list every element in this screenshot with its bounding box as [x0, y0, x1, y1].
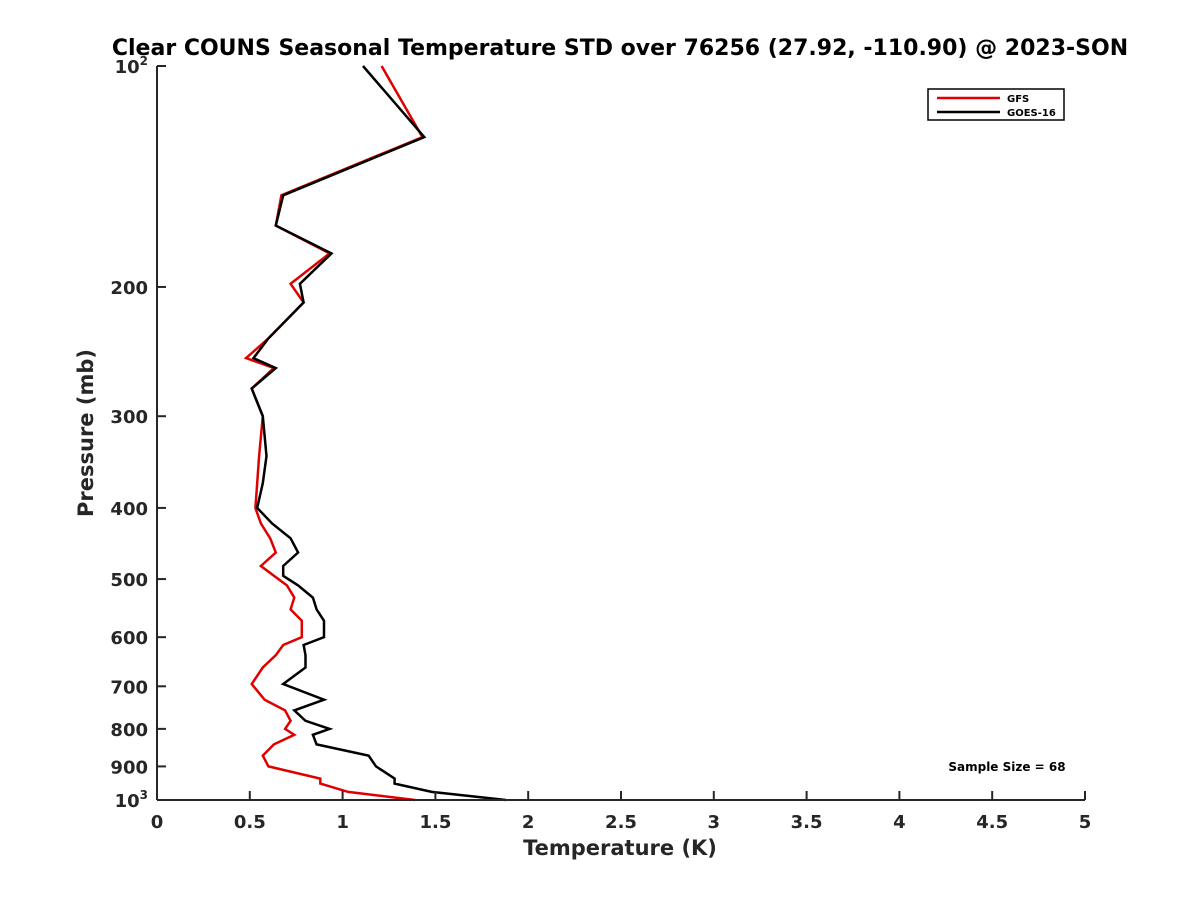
y-tick-label: 900	[110, 757, 148, 778]
x-tick-label: 3.5	[791, 812, 823, 833]
sample-size-annotation: Sample Size = 68	[948, 760, 1065, 774]
x-tick-label: 2.5	[605, 812, 637, 833]
y-tick-label: 102	[115, 54, 148, 78]
x-tick-label: 4	[893, 812, 906, 833]
legend-label: GFS	[1007, 94, 1029, 105]
x-tick-label: 1	[336, 812, 349, 833]
y-tick-label: 200	[110, 278, 148, 299]
y-tick-label: 800	[110, 720, 148, 741]
x-axis-label: Temperature (K)	[523, 836, 717, 860]
x-tick-label: 4.5	[976, 812, 1008, 833]
chart-title: Clear COUNS Seasonal Temperature STD ove…	[112, 36, 1128, 61]
y-tick-label: 103	[115, 788, 148, 812]
y-tick-label: 600	[110, 628, 148, 649]
x-tick-label: 0.5	[234, 812, 266, 833]
y-tick-label: 300	[110, 407, 148, 428]
legend-box	[927, 88, 1065, 121]
x-tick-label: 3	[708, 812, 721, 833]
series-line-goes-16	[250, 65, 507, 802]
x-tick-label: 1.5	[419, 812, 451, 833]
y-tick-label: 400	[110, 499, 148, 520]
y-tick-label: 700	[110, 677, 148, 698]
x-tick-label: 2	[522, 812, 535, 833]
axis-ticks: 0 0.5 1 1.5 2 2.5 3 3.5 4 4.5 5 102 200 300 400 500 600 7…	[110, 54, 1091, 833]
y-axis-label: Pressure (mb)	[74, 349, 98, 517]
legend: GFS GOES-16	[927, 88, 1065, 121]
x-tick-label: 0	[151, 812, 164, 833]
y-tick-label: 500	[110, 570, 148, 591]
x-tick-label: 5	[1079, 812, 1092, 833]
legend-label: GOES-16	[1007, 108, 1056, 119]
